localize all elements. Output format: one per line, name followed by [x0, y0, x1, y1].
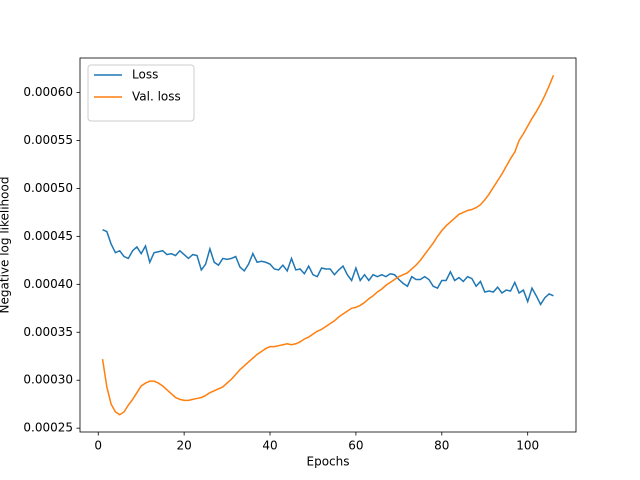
- legend-box: [87, 64, 195, 122]
- legend-label: Loss: [132, 68, 158, 82]
- y-axis-label: Negative log likelihood: [0, 177, 12, 314]
- x-axis-label: Epochs: [307, 455, 350, 469]
- y-tick-label: 0.00040: [23, 277, 73, 291]
- series-line: [101, 74, 555, 416]
- x-tick-label: 20: [176, 439, 191, 453]
- y-tick-label: 0.00045: [23, 229, 73, 243]
- y-tick-label: 0.00030: [23, 373, 73, 387]
- y-tick-label: 0.00060: [23, 85, 73, 99]
- series-line: [102, 228, 554, 306]
- x-tick-label: 100: [516, 439, 539, 453]
- x-tick-label: 60: [348, 439, 363, 453]
- y-tick-label: 0.00055: [23, 133, 73, 147]
- x-tick-label: 0: [94, 439, 102, 453]
- legend-label: Val. loss: [132, 90, 181, 104]
- y-tick-label: 0.00050: [23, 181, 73, 195]
- x-tick-label: 80: [434, 439, 449, 453]
- y-tick-label: 0.00025: [23, 421, 73, 435]
- y-tick-label: 0.00035: [23, 325, 73, 339]
- x-tick-label: 40: [262, 439, 277, 453]
- plot-frame: [79, 57, 577, 433]
